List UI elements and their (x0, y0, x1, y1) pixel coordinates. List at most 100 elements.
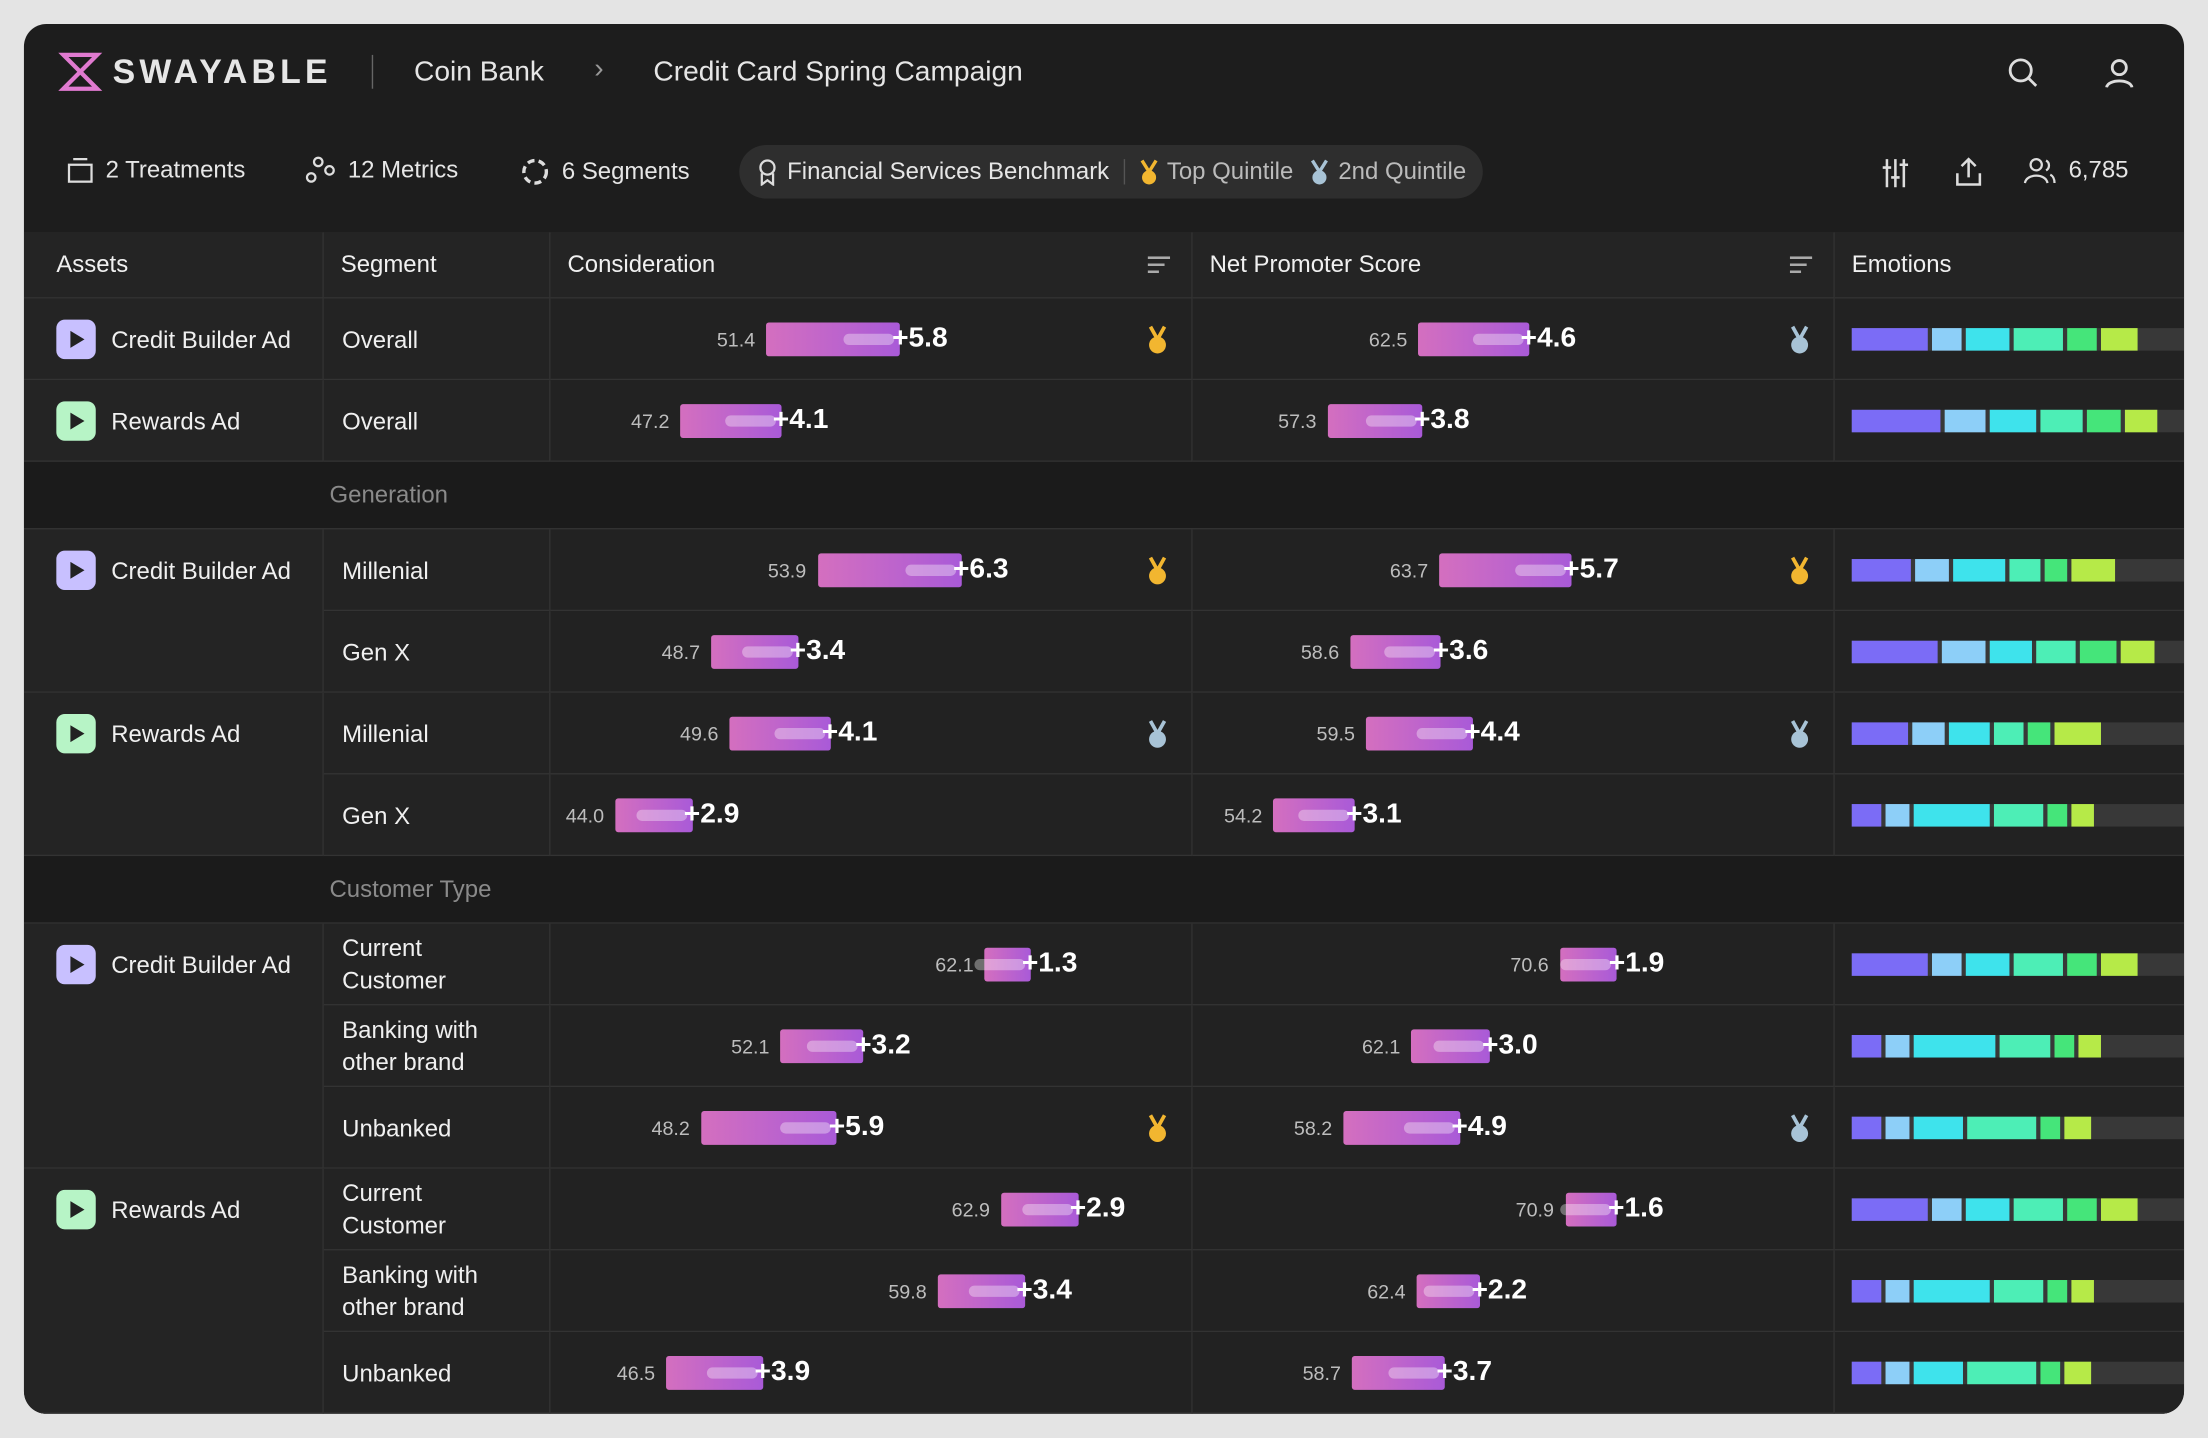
emotion-segment (1851, 1280, 1882, 1303)
segment-cell (323, 774, 551, 857)
lift-bar (780, 1029, 864, 1064)
asset-name: Rewards Ad (111, 408, 241, 436)
bar-knob (807, 1040, 858, 1052)
play-triangle (70, 561, 85, 579)
lift-bar (1418, 322, 1529, 357)
emotion-segment (1966, 1198, 2010, 1221)
section-label: Customer Type (329, 875, 492, 903)
base-value: 54.2 (1224, 804, 1263, 827)
bar-knob (1366, 415, 1417, 427)
metric-cell (1192, 1005, 1835, 1088)
lift-bar (1327, 404, 1423, 438)
lift-bar (1350, 635, 1442, 669)
second-quintile: 2nd Quintile (1338, 157, 1467, 185)
lift-value: +3.4 (1016, 1274, 1072, 1306)
metric-cell (550, 1168, 1193, 1251)
section-label: Generation (329, 481, 448, 509)
emotion-segment (1885, 1116, 1909, 1140)
label: 12 Metrics (347, 156, 459, 184)
lift-bar (766, 322, 901, 357)
emotion-segment (2087, 409, 2121, 433)
emotion-segment (1912, 722, 1946, 745)
silver-medal (1790, 720, 1809, 748)
lift-value: +4.6 (1520, 322, 1577, 354)
bar-knob (706, 1367, 758, 1379)
segment-name: Overall (342, 325, 419, 353)
segment-name: Banking with other brand (342, 1261, 478, 1321)
metrics-button[interactable]: 12 Metrics (305, 156, 459, 184)
play-button[interactable] (56, 319, 96, 360)
play-button[interactable] (56, 550, 96, 591)
emotion-segment (1885, 1280, 1909, 1303)
silver-medal (1311, 159, 1329, 185)
label: 6 Segments (561, 157, 690, 185)
breadcrumb-campaign[interactable]: Credit Card Spring Campaign (653, 56, 1023, 88)
lift-value: +4.1 (772, 404, 829, 436)
bar-knob (635, 809, 687, 821)
segment-cell (323, 380, 551, 462)
emotion-segment (1851, 1361, 1882, 1385)
emotion-segment (1932, 1198, 1962, 1221)
icon (759, 159, 776, 186)
treatments-button[interactable]: 2 Treatments (66, 156, 245, 184)
gold-medal (1148, 1114, 1167, 1143)
lift-bar (1560, 947, 1618, 982)
lift-value: +5.9 (828, 1111, 885, 1143)
lift-bar (680, 404, 782, 438)
emotion-segment (1945, 409, 1985, 433)
metric-cell (1192, 1332, 1835, 1414)
emotion-segment (1966, 1116, 2037, 1140)
metric-cell (1192, 1168, 1835, 1251)
play-button[interactable] (56, 1189, 96, 1230)
lift-value: +6.3 (952, 553, 1009, 585)
segment-cell (323, 298, 551, 381)
user-icon[interactable] (2102, 56, 2136, 90)
emotion-segment (1993, 1280, 2044, 1303)
base-value: 53.9 (767, 559, 807, 582)
emotion-segment (1993, 722, 2024, 745)
lift-bar (1343, 1111, 1460, 1145)
base-value: 70.9 (1515, 1198, 1554, 1221)
base-value: 70.6 (1510, 953, 1549, 976)
bar-knob (1434, 1040, 1485, 1052)
gold-medal (1148, 556, 1167, 585)
emotion-segment (2054, 722, 2102, 745)
filter-icon[interactable] (1880, 156, 1911, 190)
metric-cell (550, 1005, 1193, 1088)
segment-cell (323, 1087, 551, 1169)
base-value: 47.2 (631, 409, 670, 433)
column-header (323, 232, 551, 299)
emotion-segment (1966, 328, 2010, 351)
base-value: 51.4 (716, 328, 756, 351)
breadcrumb-org[interactable]: Coin Bank (413, 56, 544, 88)
lift-bar (1366, 716, 1473, 751)
segment-name: Unbanked (342, 1114, 452, 1142)
segments-button[interactable]: 6 Segments (520, 156, 690, 187)
emotion-segment (2047, 1280, 2068, 1303)
segment-cell (323, 923, 551, 1006)
play-button[interactable] (56, 401, 96, 441)
respondents[interactable]: 6,785 (2023, 156, 2129, 184)
search-icon[interactable] (2007, 56, 2041, 90)
play-button[interactable] (56, 944, 96, 985)
lift-value: +1.6 (1608, 1192, 1664, 1224)
lift-value: +5.8 (892, 322, 948, 354)
segment-name: Millenial (342, 720, 429, 748)
lift-bar (817, 553, 962, 588)
asset-name: Credit Builder Ad (111, 951, 291, 979)
benchmark-pill[interactable]: Financial Services Benchmark Top Quintil… (739, 145, 1484, 199)
lift-bar (615, 798, 693, 833)
lift-value: +3.7 (1436, 1356, 1493, 1388)
emotion-segment (2101, 953, 2138, 976)
metric-cell (550, 923, 1193, 1006)
emotion-segment (1949, 722, 1990, 745)
play-button[interactable] (56, 713, 96, 754)
metric-cell (1192, 1250, 1835, 1333)
lift-value: +4.4 (1464, 716, 1520, 748)
column-header (550, 232, 1193, 299)
share-icon[interactable] (1953, 155, 1984, 189)
benchmark-label: Financial Services Benchmark (787, 157, 1110, 185)
lift-bar (1273, 798, 1355, 833)
base-value: 52.1 (731, 1034, 770, 1058)
